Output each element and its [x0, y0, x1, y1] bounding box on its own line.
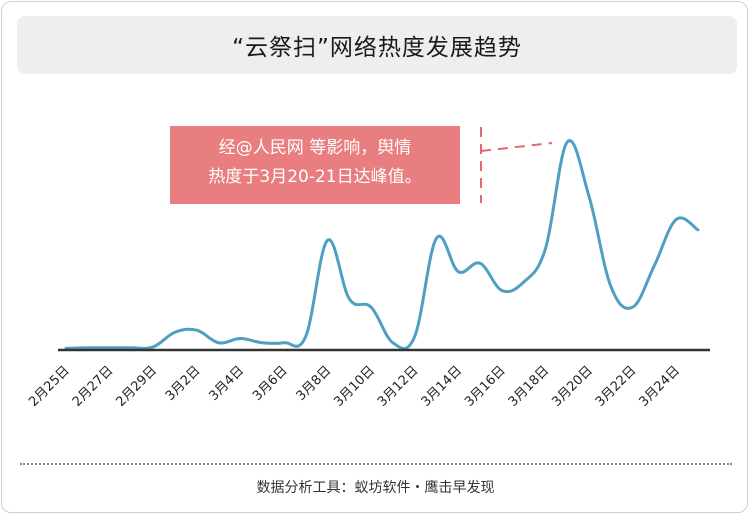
- data-source-note: 数据分析工具：蚁坊软件・鹰击早发现: [256, 480, 495, 496]
- annotation-dash-pointer: [480, 142, 553, 152]
- annotation-line-2: 热度于3月20-21日达峰值。: [208, 167, 422, 187]
- x-tick-label: 3月10日: [331, 363, 378, 410]
- x-tick-label: 3月16日: [462, 363, 509, 410]
- chart-title: “云祭扫”网络热度发展趋势: [232, 35, 522, 61]
- series-line: [64, 139, 700, 351]
- footer-divider: [20, 463, 732, 465]
- series-group: [64, 139, 700, 351]
- annotation-line-1: 经@人民网 等影响，舆情: [218, 138, 412, 158]
- x-tick-label: 3月24日: [636, 363, 683, 410]
- title-bar: “云祭扫”网络热度发展趋势: [17, 16, 737, 74]
- x-tick-label: 3月22日: [593, 363, 640, 410]
- x-tick-label: 3月12日: [375, 363, 422, 410]
- x-tick-label: 3月8日: [294, 363, 335, 404]
- annotation-dashed-leader: [480, 127, 553, 203]
- x-tick-label: 2月27日: [70, 363, 117, 410]
- x-tick-label: 3月2日: [163, 363, 204, 404]
- x-tick-label: 3月20日: [549, 363, 596, 410]
- x-tick-label: 2月29日: [113, 363, 160, 410]
- x-tick-label: 3月4日: [206, 363, 247, 404]
- x-tick-label: 3月6日: [250, 363, 291, 404]
- x-tick-label: 2月25日: [26, 363, 73, 410]
- x-tick-label: 3月14日: [419, 363, 466, 410]
- peak-annotation-box: 经@人民网 等影响，舆情 热度于3月20-21日达峰值。: [170, 126, 460, 204]
- x-tick-label: 3月18日: [506, 363, 553, 410]
